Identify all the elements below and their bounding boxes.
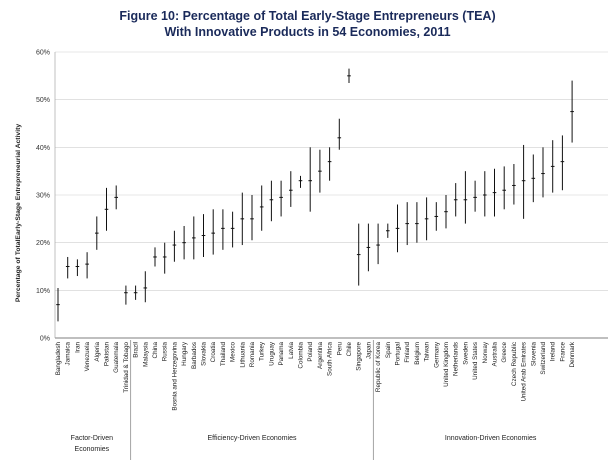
category-label: Slovakia [201, 342, 208, 366]
category-label: Mexico [230, 342, 237, 362]
y-tick-label: 30% [36, 193, 50, 200]
category-label: Republic of Korea [375, 342, 382, 393]
category-label: Finland [404, 342, 411, 363]
error-bars [56, 68, 574, 322]
y-tick-label: 10% [36, 288, 50, 295]
y-tick-label: 60% [36, 50, 50, 57]
chart-title: Figure 10: Percentage of Total Early-Sta… [119, 9, 496, 23]
category-label: Panama [278, 342, 285, 366]
category-label: Guatemala [113, 342, 120, 373]
category-label: Romania [249, 342, 256, 368]
category-label: Barbados [191, 342, 198, 369]
category-label: Chile [346, 342, 353, 357]
category-label: United Arab Emirates [521, 342, 528, 402]
category-label: Poland [307, 342, 314, 362]
category-label: Lithuania [239, 342, 246, 368]
category-label: United States [472, 342, 479, 380]
chart-title-block: Figure 10: Percentage of Total Early-Sta… [0, 8, 615, 40]
category-label: China [152, 342, 159, 359]
y-tick-label: 20% [36, 240, 50, 247]
chart-subtitle: With Innovative Products in 54 Economies… [164, 25, 451, 39]
category-label: Peru [336, 342, 343, 356]
category-label: United Kingdom [443, 342, 450, 387]
category-label: France [559, 342, 566, 362]
category-label: Czech Republic [511, 342, 518, 386]
category-label: Argentina [317, 342, 324, 369]
category-label: Brazil [133, 342, 140, 358]
category-label: Bangladesh [55, 342, 62, 376]
category-label: Portugal [395, 342, 402, 365]
category-label: Australia [492, 342, 499, 367]
gridlines [55, 51, 608, 291]
category-label: Venezuela [84, 342, 91, 372]
category-label: Spain [385, 342, 392, 359]
category-label: Slovenia [530, 342, 537, 367]
category-label: Thailand [220, 342, 227, 367]
category-label: Sweden [462, 342, 469, 365]
category-label: Greece [501, 342, 508, 363]
category-label: Bosnia and Herzegovina [171, 342, 178, 411]
category-label: Germany [433, 341, 440, 368]
y-tick-label: 50% [36, 97, 50, 104]
category-label: Trinidad & Tobago [123, 342, 130, 393]
category-label: Uruguay [268, 341, 275, 366]
category-labels: Bangladesh Jamaica Iran Venezuela Algeria Pak… [55, 341, 576, 410]
category-label: Russia [162, 342, 169, 362]
category-label: Hungary [181, 341, 188, 366]
category-label: Turkey [259, 341, 266, 361]
y-tick-label: 40% [36, 145, 50, 152]
economy-group-labels: Factor-Driven Economies Efficiency-Driven … [71, 340, 537, 460]
category-label: Japan [365, 342, 372, 360]
category-label: Ireland [550, 342, 557, 362]
category-label: Jamaica [65, 342, 72, 366]
category-label: Norway [482, 341, 489, 363]
category-label: Netherlands [453, 342, 460, 376]
y-tick-label: 0% [40, 336, 50, 343]
category-label: Pakistan [104, 342, 111, 367]
category-label: Colombia [298, 342, 305, 369]
category-label: Latvia [288, 342, 295, 359]
category-label: Switzerland [540, 342, 547, 375]
group-label: Factor-Driven [71, 435, 114, 442]
category-label: Denmark [569, 341, 576, 367]
category-label: Taiwan [424, 342, 431, 362]
category-label: Algeria [94, 342, 101, 362]
category-label: Malaysia [142, 342, 149, 367]
category-label: Singapore [356, 342, 363, 371]
y-axis-label: Percentage of TotalEarly-Stage Entrepren… [15, 124, 22, 303]
category-label: Iran [74, 342, 81, 353]
category-label: South Africa [327, 342, 334, 376]
group-label: Economies [75, 446, 110, 453]
category-label: Belgium [414, 342, 421, 365]
category-label: Croatia [210, 342, 217, 363]
group-label: Efficiency-Driven Economies [208, 435, 297, 442]
group-label: Innovation-Driven Economies [445, 435, 537, 442]
y-axis-ticks: 0% 10% 20% 30% 40% 50% 60% [36, 50, 50, 343]
